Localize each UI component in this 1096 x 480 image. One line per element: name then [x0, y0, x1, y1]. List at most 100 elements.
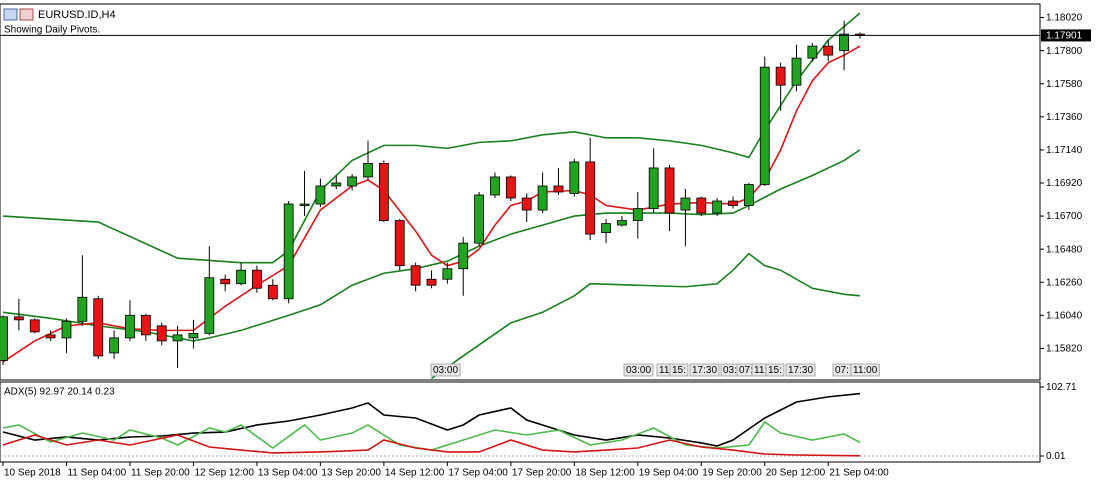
- x-tick-label: 17 Sep 20:00: [512, 468, 572, 479]
- candle-body: [775, 66, 786, 86]
- pivot-tag-label: 03:: [723, 365, 737, 376]
- y-tick-label: 1.17800: [1046, 46, 1083, 57]
- pivot-tag: 17:30: [785, 363, 816, 377]
- y-tick-label: 1.17580: [1046, 79, 1083, 90]
- x-tick-label: 20 Sep 12:00: [766, 468, 826, 479]
- pivot-tag-label: 11:: [659, 365, 672, 376]
- main-panel: [0, 3, 1041, 381]
- x-tick-label: 21 Sep 04:00: [829, 468, 889, 479]
- candle-body: [474, 194, 485, 244]
- candle-body: [188, 332, 199, 339]
- pivot-tag-label: 15:: [768, 365, 782, 376]
- candle-body: [236, 269, 246, 285]
- axes: 1.18020 1.17800 1.17580 1.17360 1.17140 1.169…: [2, 13, 1091, 479]
- candle-body: [29, 319, 40, 333]
- candle-body: [267, 284, 278, 300]
- current-price-box: [1041, 29, 1091, 42]
- x-tick-label: 18 Sep 12:00: [575, 468, 635, 479]
- pivot-tag-label: 07:: [739, 365, 753, 376]
- candle-body: [220, 278, 231, 285]
- pivot-tag-box: [623, 363, 654, 377]
- pivot-tag-box: [689, 363, 720, 377]
- candle-body: [648, 167, 659, 209]
- y-tick-label: 1.16480: [1046, 244, 1083, 255]
- y-tick-label: 1.18020: [1046, 13, 1083, 24]
- pivot-tag: 07:: [832, 363, 852, 377]
- candle-body: [839, 33, 850, 52]
- candle-body: [283, 203, 294, 300]
- candle-body: [363, 163, 373, 178]
- pivot-tag-box: [785, 363, 816, 377]
- pivot-tag-label: 17:30: [692, 365, 717, 376]
- candle-body: [410, 265, 421, 286]
- symbol-icon: [3, 8, 34, 21]
- y-tick-label: 1.17360: [1046, 112, 1083, 123]
- candle-body: [664, 167, 675, 214]
- indicator-line: [2, 420, 861, 451]
- candle-body: [0, 316, 8, 361]
- candle-body: [807, 45, 818, 59]
- x-tick-label: 17 Sep 04:00: [448, 468, 508, 479]
- y-tick-label: 1.16700: [1046, 211, 1083, 222]
- adx-plot: [0, 392, 1040, 457]
- pivot-tag-label: 11:00: [853, 365, 878, 376]
- candle-body: [109, 337, 119, 354]
- candle-body: [45, 334, 56, 339]
- x-tick-label: 11 Sep 20:00: [131, 468, 190, 479]
- pivot-tag-label: 07:: [835, 365, 849, 376]
- pivot-tag-label: 03:00: [626, 365, 651, 376]
- x-tick-label: 14 Sep 12:00: [385, 468, 445, 479]
- candle-body: [458, 242, 469, 270]
- candle-body: [569, 161, 580, 194]
- pivot-tag-label: 17:30: [788, 365, 813, 376]
- main-plot: [0, 12, 1040, 380]
- y-tick-label: 1.16260: [1046, 277, 1083, 288]
- pivot-tag-box: [669, 363, 689, 377]
- indicator-line: [2, 392, 861, 447]
- candle-body: [331, 182, 342, 187]
- candle-body: [172, 334, 183, 342]
- x-tick-label: 19 Sep 20:00: [702, 468, 762, 479]
- candle-body: [601, 223, 611, 234]
- candle-body: [553, 185, 564, 193]
- y-tick-label: 1.17140: [1046, 145, 1083, 156]
- candle-body: [394, 220, 405, 267]
- indicator-title: ADX(5) 92.97 20.14 0.23: [4, 387, 115, 398]
- y-tick-label: 1.16920: [1046, 178, 1083, 189]
- chart-subtitle: Showing Daily Pivots.: [4, 25, 100, 36]
- candle-body: [426, 278, 437, 286]
- indicator-line: [2, 434, 860, 457]
- y-tick-label: 1.16040: [1046, 310, 1083, 321]
- candle-body: [521, 197, 532, 211]
- candle-body: [93, 298, 104, 357]
- indicator-line: [2, 12, 861, 264]
- current-price-label: 1.17901: [1046, 31, 1083, 42]
- candle-body: [140, 314, 151, 336]
- candle-body: [823, 45, 834, 56]
- candle-body: [252, 269, 262, 289]
- candle-body: [728, 200, 738, 206]
- candle-body: [125, 314, 135, 339]
- adx-panel: [0, 381, 1041, 463]
- chart-title: EURUSD.ID,H4: [38, 9, 116, 21]
- pivot-tag-box: [765, 363, 785, 377]
- candle-body: [617, 220, 627, 226]
- x-tick-label: 12 Sep 12:00: [194, 468, 254, 479]
- candle-body: [680, 197, 691, 211]
- x-tick-label: 19 Sep 04:00: [639, 468, 699, 479]
- pivot-tag: 15:: [669, 363, 689, 377]
- candle-body: [378, 163, 389, 221]
- candle-body: [299, 203, 310, 206]
- candle-body: [13, 316, 24, 321]
- x-tick-label: 11 Sep 04:00: [67, 468, 126, 479]
- pivot-tag: 15:: [765, 363, 785, 377]
- pivot-tag-label: 03:00: [433, 365, 458, 376]
- candle-body: [490, 176, 500, 196]
- candle-body: [743, 184, 754, 206]
- candle-body: [204, 277, 215, 334]
- pivot-tag-label: 15:: [672, 365, 686, 376]
- pivot-tag: 17:30: [689, 363, 720, 377]
- candle-body: [156, 325, 167, 342]
